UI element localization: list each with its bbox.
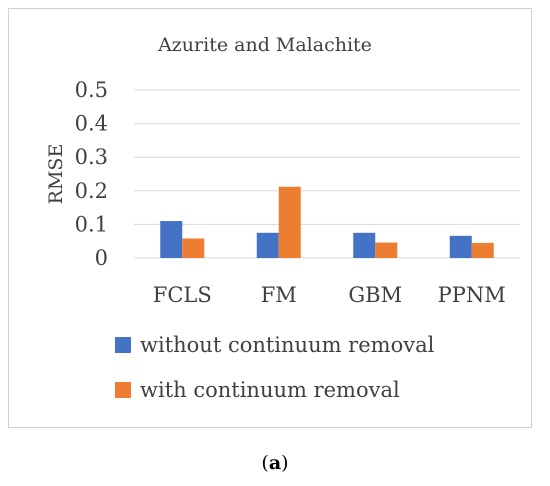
bar-fcls-series-0 <box>160 221 183 258</box>
x-tick-label: FCLS <box>153 283 212 307</box>
bar-ppnm-series-0 <box>449 235 472 258</box>
bar-gbm-series-0 <box>353 232 376 258</box>
caption-open: ( <box>261 452 269 474</box>
legend-swatch <box>115 382 131 398</box>
figure-caption: (a) <box>0 452 550 474</box>
x-tick-label: FM <box>261 283 297 307</box>
bar-fcls-series-1 <box>182 238 205 258</box>
bar-fm-series-1 <box>278 186 301 258</box>
x-tick-label: GBM <box>348 283 402 307</box>
y-tick-label: 0.3 <box>75 145 108 169</box>
y-tick-label: 0.1 <box>75 212 108 236</box>
legend-label: without continuum removal <box>140 333 435 357</box>
y-tick-label: 0.4 <box>75 112 108 136</box>
caption-letter: a <box>268 452 282 474</box>
legend-swatch <box>115 337 131 353</box>
chart-frame <box>8 8 532 428</box>
bar-gbm-series-1 <box>375 242 398 258</box>
y-tick-label: 0.5 <box>75 78 108 102</box>
caption-close: ) <box>281 452 289 474</box>
bar-fm-series-0 <box>256 232 279 258</box>
bar-ppnm-series-1 <box>471 242 494 258</box>
chart-title: Azurite and Malachite <box>157 34 372 56</box>
y-tick-label: 0.2 <box>75 179 108 203</box>
y-tick-label: 0 <box>95 246 108 270</box>
x-tick-label: PPNM <box>438 283 506 307</box>
y-axis-label: RMSE <box>45 144 67 205</box>
legend-label: with continuum removal <box>140 378 400 402</box>
